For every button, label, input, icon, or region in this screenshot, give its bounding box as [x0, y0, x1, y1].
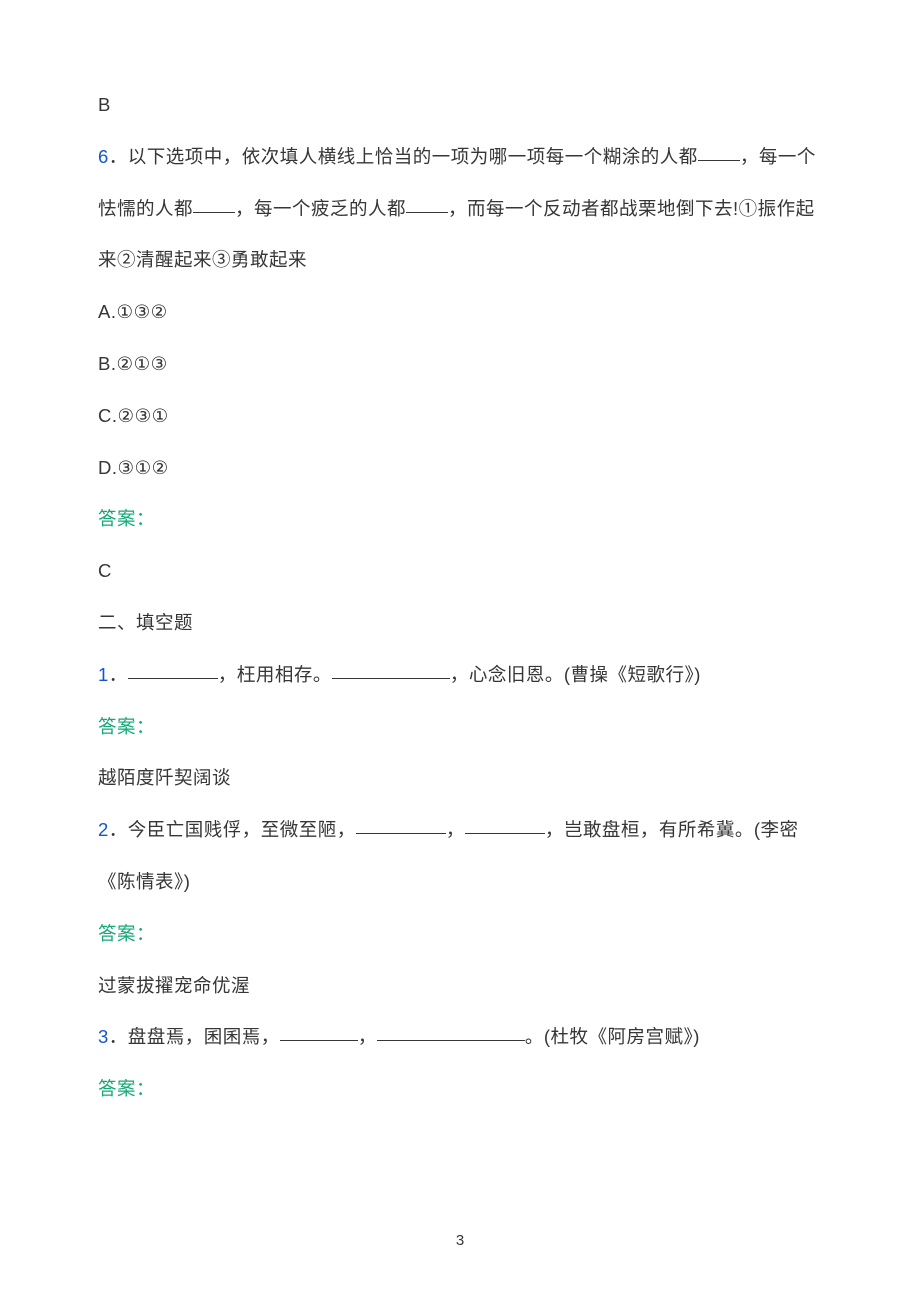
blank: [377, 1022, 525, 1042]
q6-stem: 6．以下选项中，依次填人横线上恰当的一项为哪一项每一个糊涂的人都，每一个怯懦的人…: [98, 131, 822, 286]
fill1-dot: ．: [109, 664, 128, 685]
section2-title: 二、填空题: [98, 597, 822, 649]
fill3-seg1: ，: [358, 1026, 377, 1047]
q6-option-c: C.②③①: [98, 390, 822, 442]
fill3-stem: 3．盘盘焉，囷囷焉， ， 。(杜牧《阿房宫赋》): [98, 1011, 822, 1063]
answer-label: 答案：: [98, 716, 155, 737]
answer-label: 答案：: [98, 923, 155, 944]
fill2-stem: 2．今臣亡国贱俘，至微至陋，，，岂敢盘桓，有所希冀。(李密《陈情表》): [98, 804, 822, 908]
fill2-seg1: ，: [446, 819, 465, 840]
fill3-dot: ．盘盘焉，囷囷焉，: [109, 1026, 280, 1047]
q6-text-a: ．以下选项中，依次填人横线上恰当的一项为哪一项每一个糊涂的人都: [109, 146, 698, 167]
fill1-stem: 1． ，枉用相存。 ，心念旧恩。(曹操《短歌行》): [98, 649, 822, 701]
q6-option-d: D.③①②: [98, 442, 822, 494]
fill2-answer: 过蒙拔擢宠命优渥: [98, 960, 822, 1012]
page-number: 3: [0, 1220, 920, 1262]
fill1-number: 1: [98, 664, 109, 685]
blank: [356, 815, 446, 835]
q6-option-a: A.①③②: [98, 286, 822, 338]
answer-label: 答案：: [98, 508, 155, 529]
fill2-dot: ．今臣亡国贱俘，至微至陋，: [109, 819, 356, 840]
fill1-seg2: ，心念旧恩。(曹操《短歌行》): [450, 664, 701, 685]
prev-answer-line: B: [98, 79, 822, 131]
blank: [332, 659, 450, 679]
q6-option-b: B.②①③: [98, 338, 822, 390]
fill1-answer: 越陌度阡契阔谈: [98, 752, 822, 804]
fill1-answer-label: 答案：: [98, 701, 822, 753]
fill3-answer-label: 答案：: [98, 1063, 822, 1115]
q6-number: 6: [98, 146, 109, 167]
blank: [280, 1022, 358, 1042]
fill2-answer-label: 答案：: [98, 908, 822, 960]
blank: [193, 193, 235, 213]
document-page: B 6．以下选项中，依次填人横线上恰当的一项为哪一项每一个糊涂的人都，每一个怯懦…: [0, 0, 920, 1302]
fill3-number: 3: [98, 1026, 109, 1047]
q6-answer-label: 答案：: [98, 493, 822, 545]
fill2-number: 2: [98, 819, 109, 840]
blank: [698, 141, 740, 161]
q6-text-c: ，每一个疲乏的人都: [235, 198, 406, 219]
fill3-seg2: 。(杜牧《阿房宫赋》): [525, 1026, 700, 1047]
prev-answer: B: [98, 94, 111, 115]
answer-label: 答案：: [98, 1078, 155, 1099]
fill1-seg1: ，枉用相存。: [218, 664, 332, 685]
blank: [406, 193, 448, 213]
blank: [465, 815, 545, 835]
blank: [128, 659, 218, 679]
q6-answer: C: [98, 545, 822, 597]
